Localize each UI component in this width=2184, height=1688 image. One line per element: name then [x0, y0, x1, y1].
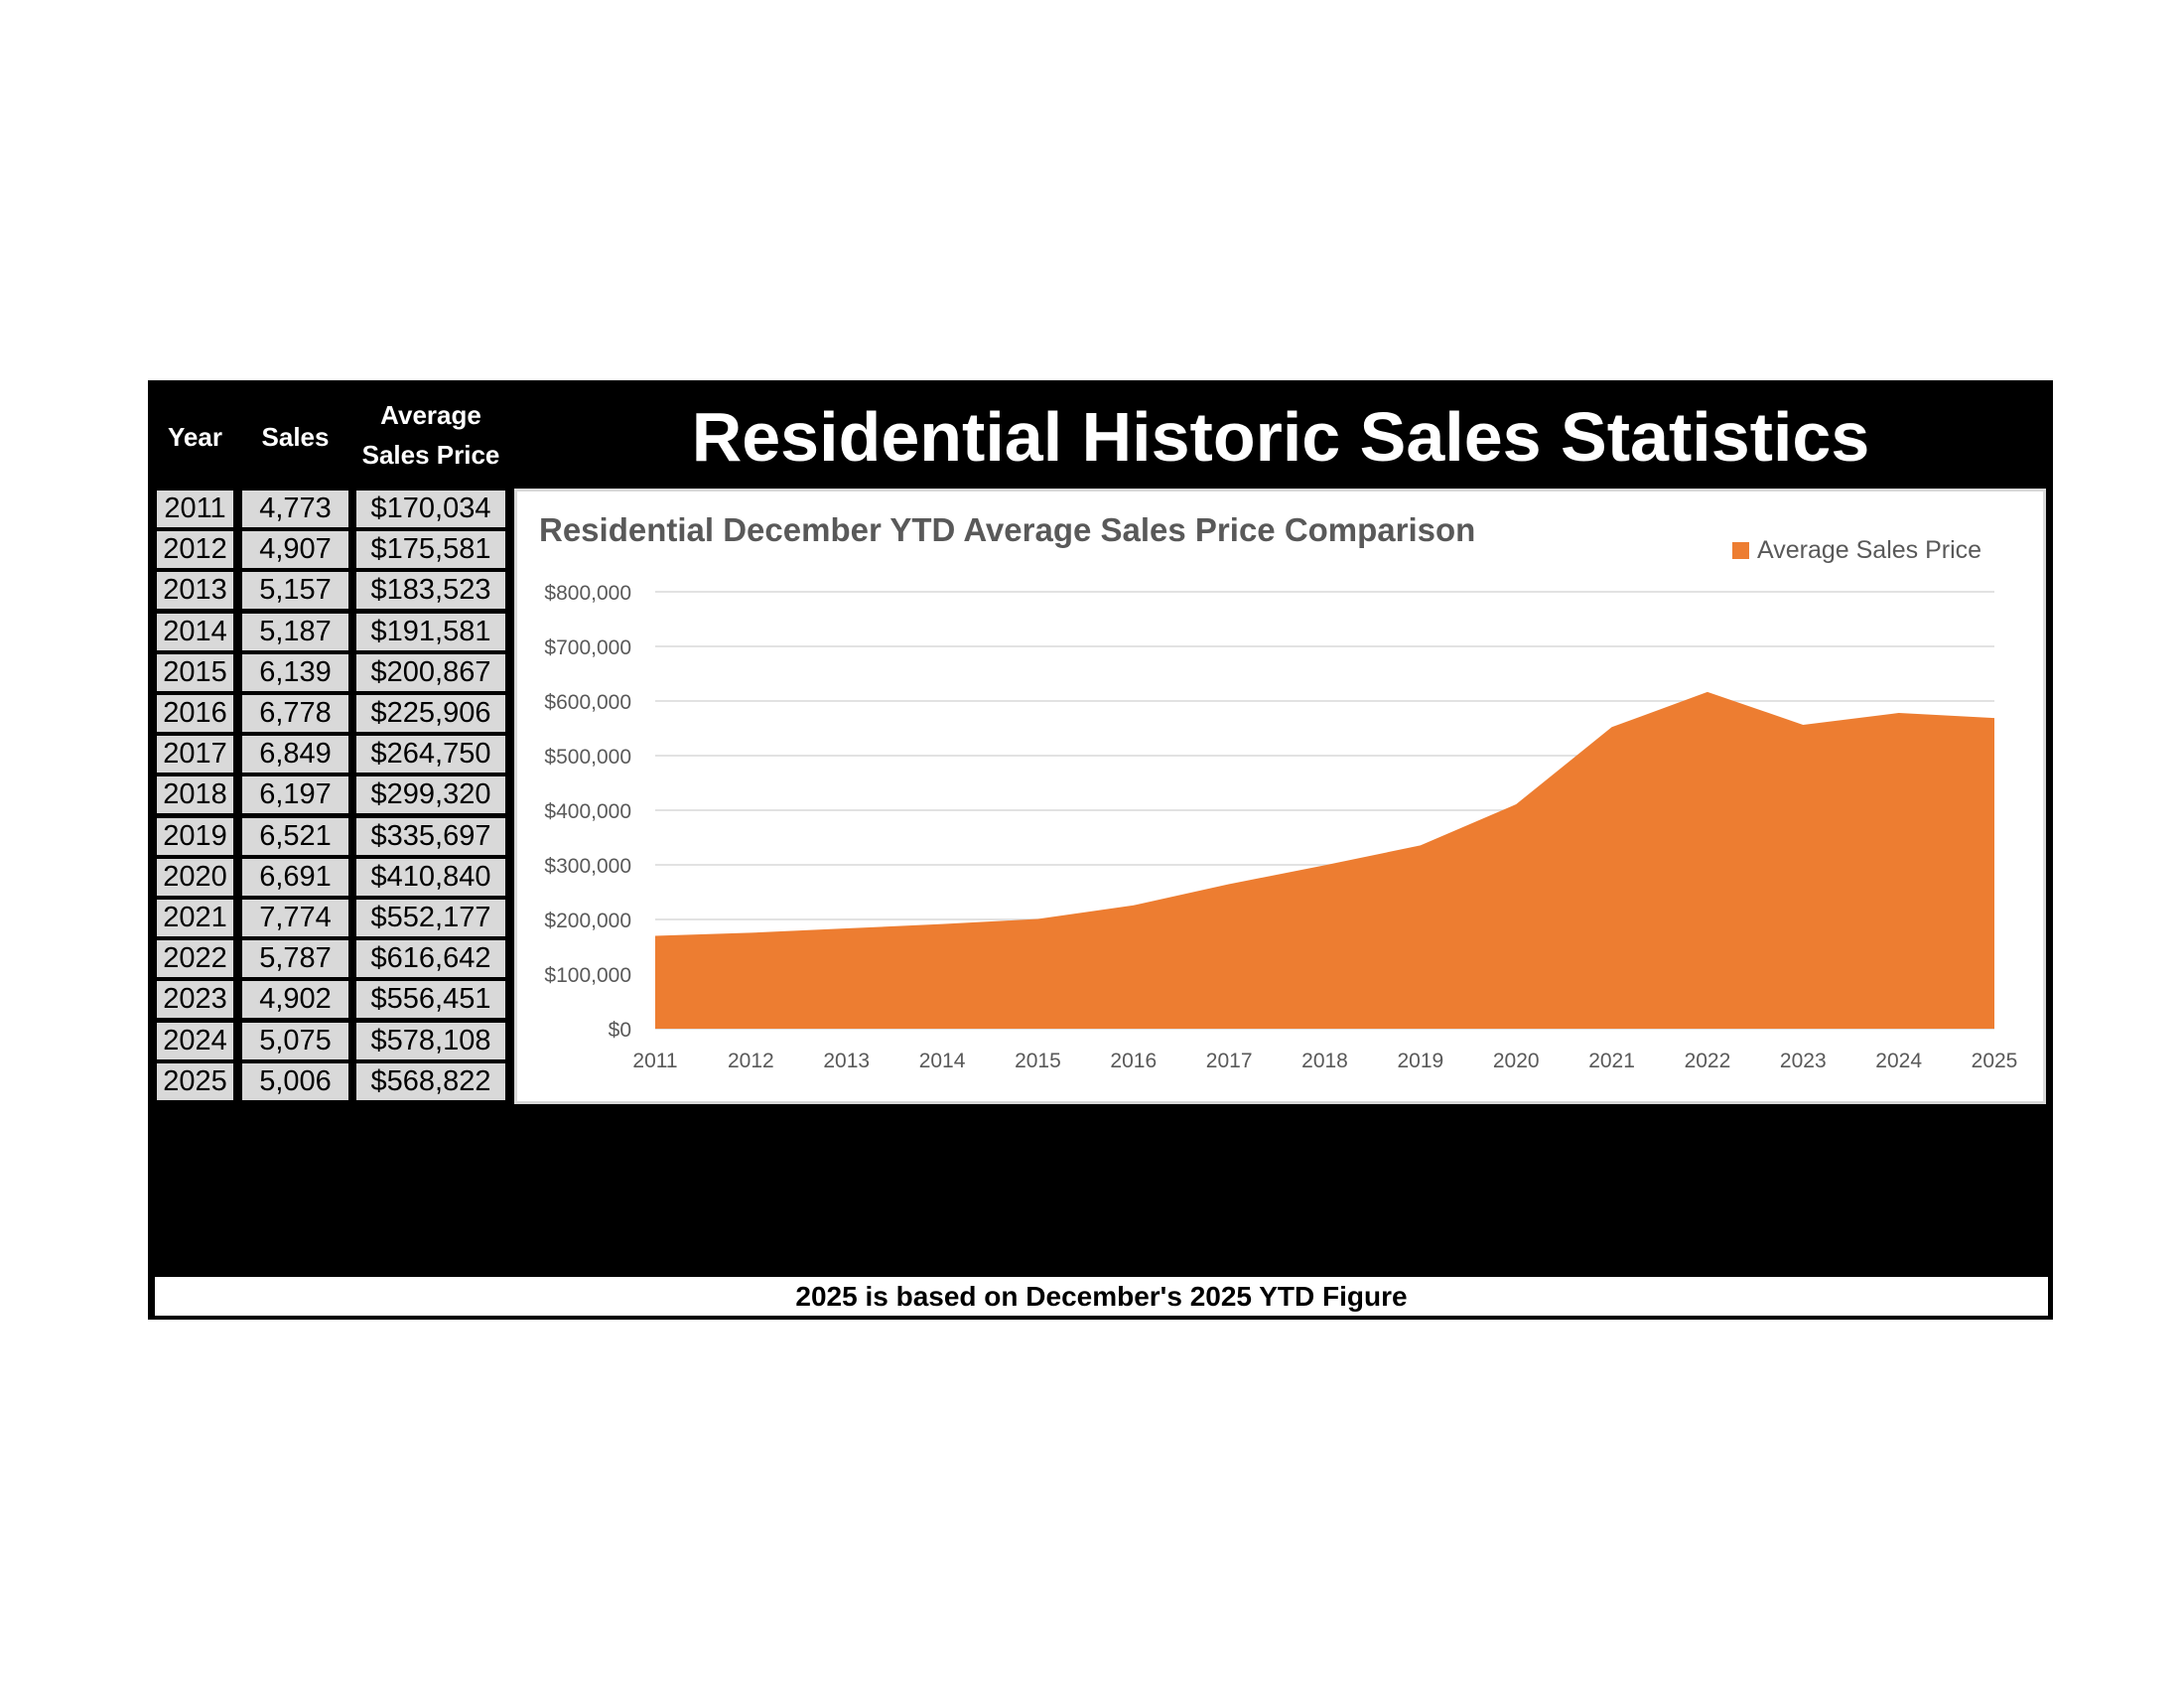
cell-avg-price: $191,581 [354, 611, 507, 652]
x-tick-label: 2021 [1588, 1050, 1635, 1072]
cell-avg-price: $299,320 [354, 774, 507, 816]
cell-year: 2018 [155, 774, 235, 816]
cell-year: 2025 [155, 1060, 235, 1102]
cell-year: 2017 [155, 734, 235, 775]
x-tick-label: 2016 [1110, 1050, 1157, 1072]
x-tick-label: 2018 [1301, 1050, 1348, 1072]
col-header-sales: Sales [261, 422, 330, 452]
footer-note: 2025 is based on December's 2025 YTD Fig… [155, 1277, 2048, 1316]
cell-sales: 6,521 [240, 815, 350, 857]
cell-avg-price: $568,822 [354, 1060, 507, 1102]
cell-year: 2024 [155, 1020, 235, 1061]
cell-sales: 6,139 [240, 651, 350, 693]
cell-avg-price: $335,697 [354, 815, 507, 857]
x-tick-label: 2015 [1015, 1050, 1061, 1072]
col-header-year: Year [168, 422, 222, 452]
cell-avg-price: $183,523 [354, 570, 507, 612]
col-header-avg-line2: Sales Price [361, 440, 500, 470]
cell-sales: 5,157 [240, 570, 350, 612]
cell-avg-price: $552,177 [354, 898, 507, 938]
x-tick-label: 2014 [919, 1050, 966, 1072]
legend-label: Average Sales Price [1757, 536, 1982, 564]
area-series [655, 691, 1994, 1029]
cell-year: 2023 [155, 979, 235, 1021]
x-tick-label: 2011 [632, 1050, 677, 1072]
x-tick-label: 2013 [823, 1050, 870, 1072]
cell-sales: 6,197 [240, 774, 350, 816]
y-tick-label: $0 [609, 1019, 631, 1042]
cell-sales: 5,787 [240, 938, 350, 980]
cell-avg-price: $200,867 [354, 651, 507, 693]
cell-year: 2011 [155, 489, 235, 529]
legend-swatch [1732, 542, 1749, 559]
cell-sales: 6,778 [240, 693, 350, 734]
cell-avg-price: $556,451 [354, 979, 507, 1021]
cell-year: 2016 [155, 693, 235, 734]
cell-year: 2021 [155, 898, 235, 938]
y-tick-label: $700,000 [544, 636, 631, 659]
col-header-avg-price: Average Sales Price [354, 395, 507, 475]
cell-sales: 6,849 [240, 734, 350, 775]
cell-avg-price: $225,906 [354, 693, 507, 734]
x-tick-label: 2024 [1875, 1050, 1922, 1072]
y-tick-label: $200,000 [544, 910, 631, 932]
cell-sales: 5,006 [240, 1060, 350, 1102]
cell-sales: 5,075 [240, 1020, 350, 1061]
cell-year: 2019 [155, 815, 235, 857]
y-tick-label: $800,000 [544, 582, 631, 605]
y-tick-label: $500,000 [544, 746, 631, 769]
x-tick-label: 2012 [728, 1050, 774, 1072]
x-tick-label: 2025 [1972, 1050, 2018, 1072]
cell-sales: 6,691 [240, 856, 350, 898]
x-tick-label: 2020 [1493, 1050, 1540, 1072]
cell-avg-price: $264,750 [354, 734, 507, 775]
cell-avg-price: $175,581 [354, 529, 507, 571]
y-tick-label: $300,000 [544, 855, 631, 878]
cell-sales: 7,774 [240, 898, 350, 938]
chart-title: Residential December YTD Average Sales P… [539, 511, 1476, 548]
cell-year: 2013 [155, 570, 235, 612]
y-tick-label: $400,000 [544, 800, 631, 823]
cell-year: 2015 [155, 651, 235, 693]
cell-year: 2022 [155, 938, 235, 980]
page-title: Residential Historic Sales Statistics [691, 398, 1870, 476]
cell-avg-price: $410,840 [354, 856, 507, 898]
col-header-avg-line1: Average [380, 400, 481, 430]
legend: Average Sales Price [1732, 536, 1981, 565]
y-tick-label: $600,000 [544, 691, 631, 714]
x-tick-label: 2017 [1206, 1050, 1253, 1072]
x-tick-label: 2022 [1685, 1050, 1731, 1072]
cell-avg-price: $170,034 [354, 489, 507, 529]
cell-avg-price: $578,108 [354, 1020, 507, 1061]
cell-year: 2020 [155, 856, 235, 898]
x-tick-label: 2023 [1780, 1050, 1827, 1072]
y-tick-label: $100,000 [544, 964, 631, 987]
cell-sales: 4,907 [240, 529, 350, 571]
cell-sales: 5,187 [240, 611, 350, 652]
cell-sales: 4,773 [240, 489, 350, 529]
cell-sales: 4,902 [240, 979, 350, 1021]
cell-avg-price: $616,642 [354, 938, 507, 980]
cell-year: 2012 [155, 529, 235, 571]
cell-year: 2014 [155, 611, 235, 652]
x-tick-label: 2019 [1397, 1050, 1443, 1072]
